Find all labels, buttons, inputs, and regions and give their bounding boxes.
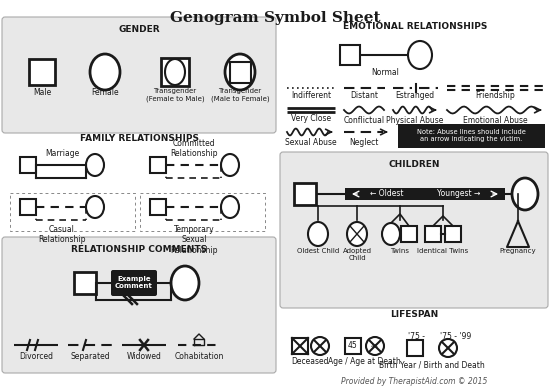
FancyBboxPatch shape xyxy=(2,17,276,133)
Text: Distant: Distant xyxy=(350,91,378,100)
Bar xyxy=(340,45,360,65)
Ellipse shape xyxy=(221,196,239,218)
Text: Genogram Symbol Sheet: Genogram Symbol Sheet xyxy=(170,11,380,25)
Bar xyxy=(294,183,316,205)
Bar xyxy=(345,188,505,200)
Text: Youngest →: Youngest → xyxy=(437,190,480,199)
Text: Emotional Abuse: Emotional Abuse xyxy=(463,116,527,125)
FancyBboxPatch shape xyxy=(111,270,157,296)
Text: Oldest Child: Oldest Child xyxy=(297,248,339,254)
Ellipse shape xyxy=(90,54,120,90)
Text: Neglect: Neglect xyxy=(349,138,379,147)
Text: Divorced: Divorced xyxy=(19,352,53,361)
Text: Note: Abuse lines should include
an arrow indicating the victim.: Note: Abuse lines should include an arro… xyxy=(416,129,525,142)
FancyBboxPatch shape xyxy=(2,237,276,373)
Bar xyxy=(74,272,96,294)
Text: Casual
Relationship: Casual Relationship xyxy=(39,225,86,245)
Text: Female: Female xyxy=(91,88,119,97)
Text: Committed
Relationship: Committed Relationship xyxy=(170,138,218,158)
Ellipse shape xyxy=(366,337,384,355)
Bar xyxy=(140,193,265,231)
Text: Transgender
(Female to Male): Transgender (Female to Male) xyxy=(146,88,204,101)
Text: Identical Twins: Identical Twins xyxy=(417,248,469,254)
Text: Sexual Abuse: Sexual Abuse xyxy=(285,138,337,147)
Ellipse shape xyxy=(221,154,239,176)
Text: Normal: Normal xyxy=(371,68,399,77)
Ellipse shape xyxy=(225,54,255,90)
Bar xyxy=(407,340,423,356)
Text: Very Close: Very Close xyxy=(291,114,331,123)
Text: FAMILY RELATIONSHIPS: FAMILY RELATIONSHIPS xyxy=(80,134,199,143)
Text: Male: Male xyxy=(33,88,51,97)
Ellipse shape xyxy=(408,41,432,69)
Text: Widowed: Widowed xyxy=(126,352,162,361)
Bar xyxy=(445,226,461,242)
Bar xyxy=(150,157,166,173)
Text: 45: 45 xyxy=(348,342,358,351)
Text: '75 - '99: '75 - '99 xyxy=(440,332,471,341)
Text: Indifferent: Indifferent xyxy=(291,91,331,100)
Text: Pregnancy: Pregnancy xyxy=(500,248,536,254)
Text: GENDER: GENDER xyxy=(118,25,160,34)
Bar xyxy=(10,193,135,231)
Text: Friendship: Friendship xyxy=(475,91,515,100)
Bar xyxy=(150,199,166,215)
Text: Transgender
(Male to Female): Transgender (Male to Female) xyxy=(211,88,270,101)
Text: Provided by TherapistAid.com © 2015: Provided by TherapistAid.com © 2015 xyxy=(341,377,487,386)
Text: EMOTIONAL RELATIONSHIPS: EMOTIONAL RELATIONSHIPS xyxy=(343,22,487,31)
Bar xyxy=(398,124,545,148)
Ellipse shape xyxy=(382,223,400,245)
Bar xyxy=(161,58,189,86)
Text: CHILDREN: CHILDREN xyxy=(388,160,440,169)
Text: LIFESPAN: LIFESPAN xyxy=(390,310,438,319)
Text: Estranged: Estranged xyxy=(395,91,434,100)
Text: Twins: Twins xyxy=(390,248,410,254)
Text: Adopted
Child: Adopted Child xyxy=(343,248,371,261)
Text: Separated: Separated xyxy=(70,352,110,361)
Text: Physical Abuse: Physical Abuse xyxy=(386,116,444,125)
Ellipse shape xyxy=(311,337,329,355)
Text: Deceased: Deceased xyxy=(292,357,329,366)
Text: Example
Comment: Example Comment xyxy=(115,277,153,289)
Text: RELATIONSHIP COMMENTS: RELATIONSHIP COMMENTS xyxy=(71,245,207,254)
Text: Age / Age at Death: Age / Age at Death xyxy=(328,357,400,366)
Bar xyxy=(425,226,441,242)
Bar xyxy=(401,226,417,242)
Ellipse shape xyxy=(308,222,328,246)
Text: Marriage: Marriage xyxy=(45,149,79,158)
Ellipse shape xyxy=(86,196,104,218)
Text: '75 -: '75 - xyxy=(408,332,425,341)
Text: Conflictual: Conflictual xyxy=(343,116,384,125)
Text: ← Oldest: ← Oldest xyxy=(370,190,404,199)
FancyBboxPatch shape xyxy=(280,152,548,308)
Bar xyxy=(20,199,36,215)
Ellipse shape xyxy=(347,222,367,246)
Bar xyxy=(29,59,55,85)
Text: Cohabitation: Cohabitation xyxy=(174,352,224,361)
Text: Temporary
Sexual
Relationship: Temporary Sexual Relationship xyxy=(170,225,218,255)
Bar xyxy=(292,338,308,354)
Bar xyxy=(20,157,36,173)
Ellipse shape xyxy=(439,339,457,357)
Bar xyxy=(229,62,250,83)
Bar xyxy=(345,338,361,354)
Ellipse shape xyxy=(171,266,199,300)
Text: Birth Year / Birth and Death: Birth Year / Birth and Death xyxy=(379,361,485,370)
Ellipse shape xyxy=(165,59,185,85)
Text: 45: 45 xyxy=(371,344,379,349)
Ellipse shape xyxy=(86,154,104,176)
Ellipse shape xyxy=(512,178,538,210)
